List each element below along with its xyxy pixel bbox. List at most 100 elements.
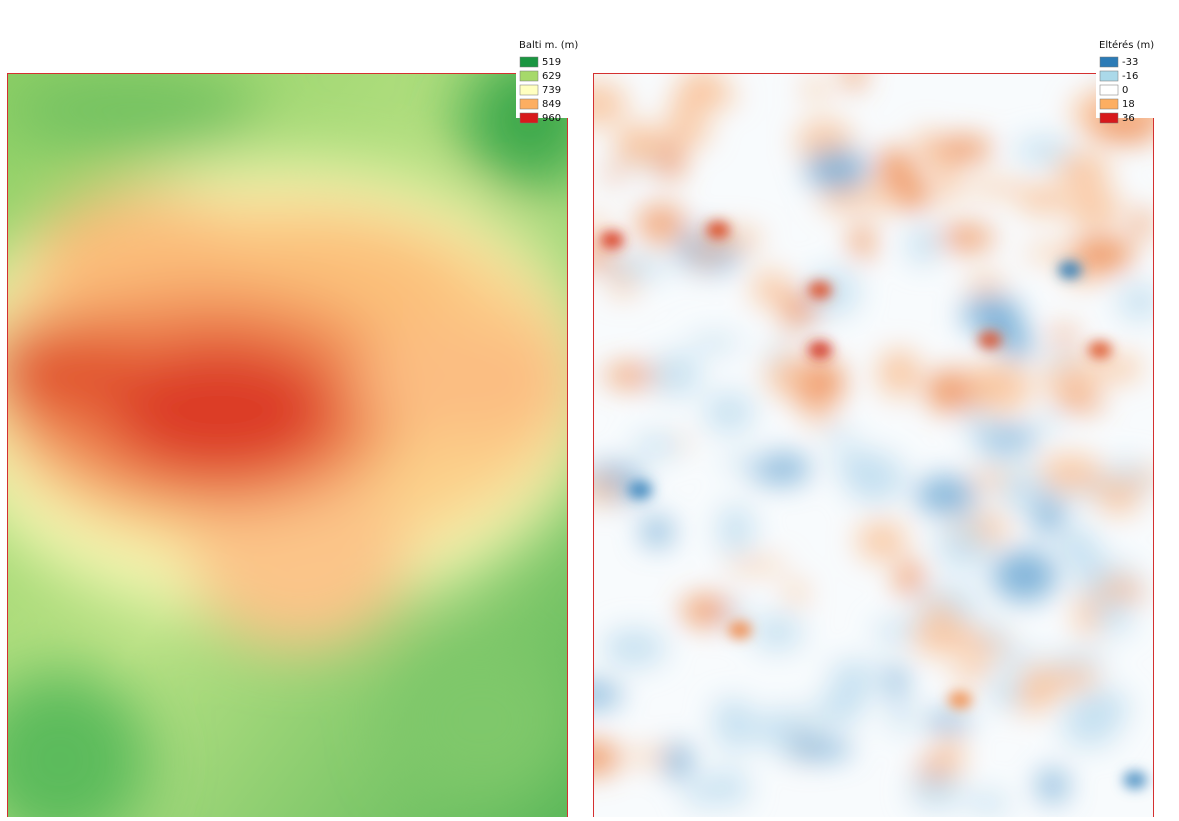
texture-blob	[1019, 665, 1065, 702]
texture-blob	[681, 596, 731, 625]
texture-blob	[992, 550, 1056, 602]
texture-blob	[951, 665, 988, 684]
difference-raster	[565, 57, 1179, 817]
texture-blob	[804, 401, 834, 425]
texture-blob	[695, 236, 713, 271]
texture-blob	[936, 156, 959, 205]
texture-blob	[938, 226, 994, 250]
legend-label: 519	[542, 57, 561, 68]
legend-swatch	[1100, 71, 1118, 81]
texture-blob	[784, 739, 852, 759]
texture-blob	[989, 648, 1041, 665]
legend-label: -33	[1122, 57, 1138, 68]
legend-swatch	[520, 57, 538, 67]
map-view: Balti m. (m)519629739849960Eltérés (m)-3…	[0, 0, 1179, 817]
texture-blob	[704, 769, 750, 807]
texture-blob	[821, 428, 856, 443]
texture-blob	[876, 148, 913, 184]
texture-blob	[964, 369, 1003, 403]
texture-blob	[565, 82, 627, 127]
legend-swatch	[1100, 113, 1118, 123]
texture-blob	[833, 674, 870, 711]
texture-blob	[864, 182, 899, 211]
texture-blob	[1024, 246, 1076, 260]
texture-blob	[967, 274, 1003, 294]
texture-blob	[651, 352, 702, 397]
texture-blob	[1129, 469, 1171, 482]
texture-blob	[890, 692, 909, 734]
legend-title: Balti m. (m)	[519, 40, 578, 51]
texture-blob	[615, 122, 665, 167]
texture-blob	[1066, 188, 1122, 230]
legend-swatch	[520, 99, 538, 109]
texture-blob	[687, 335, 742, 351]
texture-blob	[1038, 770, 1068, 802]
legend-swatch	[1100, 57, 1118, 67]
texture-blob	[604, 168, 624, 180]
texture-blob	[642, 518, 673, 546]
texture-blob	[765, 355, 811, 396]
texture-blob	[1058, 261, 1082, 279]
texture-blob	[752, 614, 804, 651]
texture-blob	[978, 331, 1002, 349]
texture-blob	[915, 476, 976, 514]
texture-blob	[948, 691, 972, 709]
texture-blob	[833, 448, 882, 480]
texture-blob	[927, 597, 951, 623]
legend-swatch	[1100, 99, 1118, 109]
texture-blob	[717, 504, 755, 555]
legend-swatch	[520, 85, 538, 95]
legend-label: -16	[1122, 71, 1138, 82]
texture-blob	[728, 621, 752, 639]
legend-title: Eltérés (m)	[1099, 39, 1154, 51]
texture-blob	[1056, 394, 1105, 410]
texture-blob	[704, 391, 755, 434]
texture-blob	[1123, 771, 1147, 789]
texture-blob	[724, 559, 788, 572]
texture-blob	[922, 713, 972, 730]
texture-blob	[803, 79, 828, 99]
legend-label: 36	[1122, 113, 1135, 124]
texture-blob	[873, 621, 915, 643]
texture-blob	[603, 256, 669, 279]
texture-blob	[906, 226, 940, 265]
texture-blob	[714, 706, 756, 753]
texture-blob	[600, 231, 624, 249]
texture-blob	[877, 350, 922, 397]
texture-blob	[673, 88, 739, 106]
texture-blob	[963, 181, 1029, 195]
texture-blob	[665, 744, 692, 780]
texture-blob	[1097, 599, 1117, 635]
texture-blob	[685, 779, 709, 808]
texture-blob	[1133, 209, 1151, 239]
texture-blob	[1117, 284, 1163, 321]
texture-blob	[988, 675, 1023, 708]
texture-blob	[933, 136, 993, 161]
texture-blob	[999, 470, 1050, 512]
texture-blob	[1018, 186, 1068, 215]
texture-blob	[977, 442, 1024, 461]
texture-blob	[604, 628, 667, 667]
texture-blob	[780, 322, 803, 336]
texture-blob	[786, 581, 806, 605]
legend-label: 629	[542, 71, 561, 82]
legend-label: 960	[542, 113, 561, 124]
texture-blob	[1075, 592, 1098, 638]
legend-swatch	[520, 71, 538, 81]
texture-blob	[1041, 410, 1059, 431]
texture-blob	[808, 341, 832, 359]
texture-blob	[953, 511, 1009, 545]
texture-blob	[719, 456, 776, 468]
texture-blob	[1096, 355, 1143, 381]
texture-blob	[966, 792, 1011, 813]
texture-blob	[1088, 341, 1112, 359]
texture-blob	[1099, 576, 1138, 599]
texture-blob	[628, 481, 652, 499]
legend-label: 18	[1122, 99, 1135, 110]
legend-label: 0	[1122, 85, 1128, 96]
texture-blob	[1054, 152, 1110, 190]
texture-blob	[580, 476, 622, 503]
texture-blob	[910, 773, 963, 809]
texture-blob	[981, 620, 1006, 643]
texture-blob	[805, 149, 868, 190]
